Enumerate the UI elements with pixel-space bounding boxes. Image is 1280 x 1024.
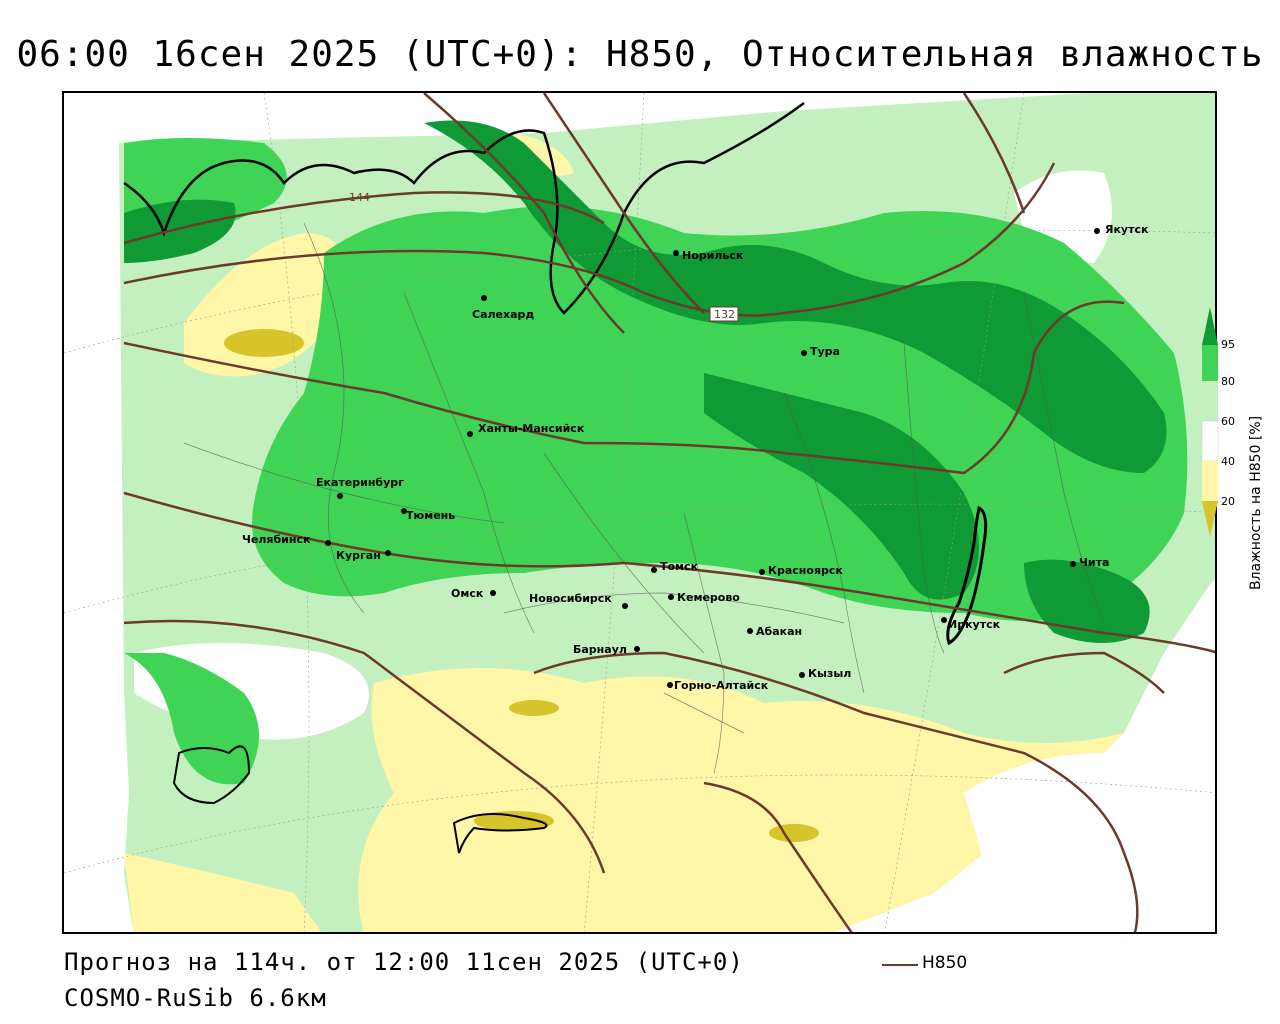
forecast-info: Прогноз на 114ч. от 12:00 11сен 2025 (UT… xyxy=(64,948,744,976)
city-dot xyxy=(747,628,753,634)
city-label: Кемерово xyxy=(677,591,740,604)
contour-legend-line xyxy=(882,964,918,966)
dry-zone-south xyxy=(358,668,1124,932)
city-label: Курган xyxy=(336,549,381,562)
city-label: Барнаул xyxy=(573,643,627,656)
dry-dark-patch-4 xyxy=(769,824,819,842)
coastline-north xyxy=(123,101,805,315)
city-dot xyxy=(467,431,473,437)
colorbar-bottom-arrow xyxy=(1202,501,1218,537)
city-dot xyxy=(401,508,407,514)
city-label: Новосибирск xyxy=(529,592,612,605)
city-label: Красноярск xyxy=(768,564,843,577)
dark-green-band-2 xyxy=(704,373,979,600)
h850-contours xyxy=(123,93,1215,932)
dry-dark-patch-1 xyxy=(224,329,304,357)
city-dot xyxy=(799,672,805,678)
dry-zone-southwest xyxy=(124,853,322,932)
city-label: Салехард xyxy=(472,308,534,321)
humidity-colorbar: 95 80 60 40 20 xyxy=(1201,307,1235,537)
city-dot xyxy=(801,350,807,356)
colorbar-tick-95: 95 xyxy=(1221,338,1235,351)
city-markers: Якутск Норильск Салехард Тура Ханты-Мансийск… xyxy=(242,223,1149,692)
colorbar-tick-40: 40 xyxy=(1221,455,1235,468)
humidity-map: 144 132 Якутск Норильск Салехард Тура Ханты-… xyxy=(64,93,1215,932)
colorbar-tick-60: 60 xyxy=(1221,415,1235,428)
city-label: Ханты-Мансийск xyxy=(478,422,585,435)
lake-outline-west xyxy=(172,745,251,805)
city-dot xyxy=(481,295,487,301)
city-label: Якутск xyxy=(1105,223,1149,236)
contour-label-132: 132 xyxy=(714,308,735,321)
map-title: 06:00 16сен 2025 (UTC+0): H850, Относите… xyxy=(16,34,1264,75)
city-dot xyxy=(651,567,657,573)
dry-dark-patch-3 xyxy=(474,811,554,831)
city-label: Томск xyxy=(660,560,699,573)
city-label: Тура xyxy=(810,345,840,358)
dry-dark-patch-2 xyxy=(509,700,559,716)
city-dot xyxy=(490,590,496,596)
map-panel[interactable]: 144 132 Якутск Норильск Салехард Тура Ханты-… xyxy=(62,91,1217,934)
dark-green-band-3 xyxy=(1024,559,1150,643)
colorbar-top-arrow xyxy=(1202,307,1218,345)
city-dot xyxy=(325,540,331,546)
city-dot xyxy=(634,646,640,652)
contour-label-144: 144 xyxy=(349,191,370,204)
city-label: Екатеринбург xyxy=(316,476,404,489)
city-label: Челябинск xyxy=(242,533,311,546)
colorbar-tick-80: 80 xyxy=(1221,375,1235,388)
contour-label-box-132 xyxy=(709,306,739,322)
city-dot xyxy=(668,594,674,600)
city-dot xyxy=(667,682,673,688)
city-dot xyxy=(337,493,343,499)
contour-legend-label: H850 xyxy=(922,953,968,973)
city-label: Абакан xyxy=(756,625,802,638)
colorbar-swatch-95 xyxy=(1202,345,1218,381)
colorbar-swatch-80 xyxy=(1202,381,1218,421)
city-dot xyxy=(385,550,391,556)
colorbar-swatch-40 xyxy=(1202,461,1218,501)
city-dot xyxy=(759,569,765,575)
colorbar-tick-20: 20 xyxy=(1221,495,1235,508)
colorbar-swatch-60 xyxy=(1201,420,1219,462)
city-label: Омск xyxy=(451,587,484,600)
city-label: Чита xyxy=(1079,556,1109,569)
city-dot xyxy=(941,617,947,623)
city-label: Кызыл xyxy=(808,667,851,680)
city-dot xyxy=(1070,561,1076,567)
city-label: Тюмень xyxy=(406,509,455,522)
city-dot xyxy=(673,250,679,256)
city-dot xyxy=(622,603,628,609)
city-label: Горно-Алтайск xyxy=(674,679,769,692)
colorbar-title: Влажность на H850 [%] xyxy=(1248,415,1264,590)
baikal-outline xyxy=(946,505,988,646)
city-label: Норильск xyxy=(682,249,744,262)
dark-green-band-1 xyxy=(424,120,1167,473)
graticule xyxy=(64,93,1215,932)
lake-outline-south xyxy=(452,813,548,854)
city-label: Иркутск xyxy=(948,618,1001,631)
city-dot xyxy=(1094,228,1100,234)
model-name: COSMO-RuSib 6.6км xyxy=(64,984,327,1012)
dark-green-band-4 xyxy=(124,199,236,263)
